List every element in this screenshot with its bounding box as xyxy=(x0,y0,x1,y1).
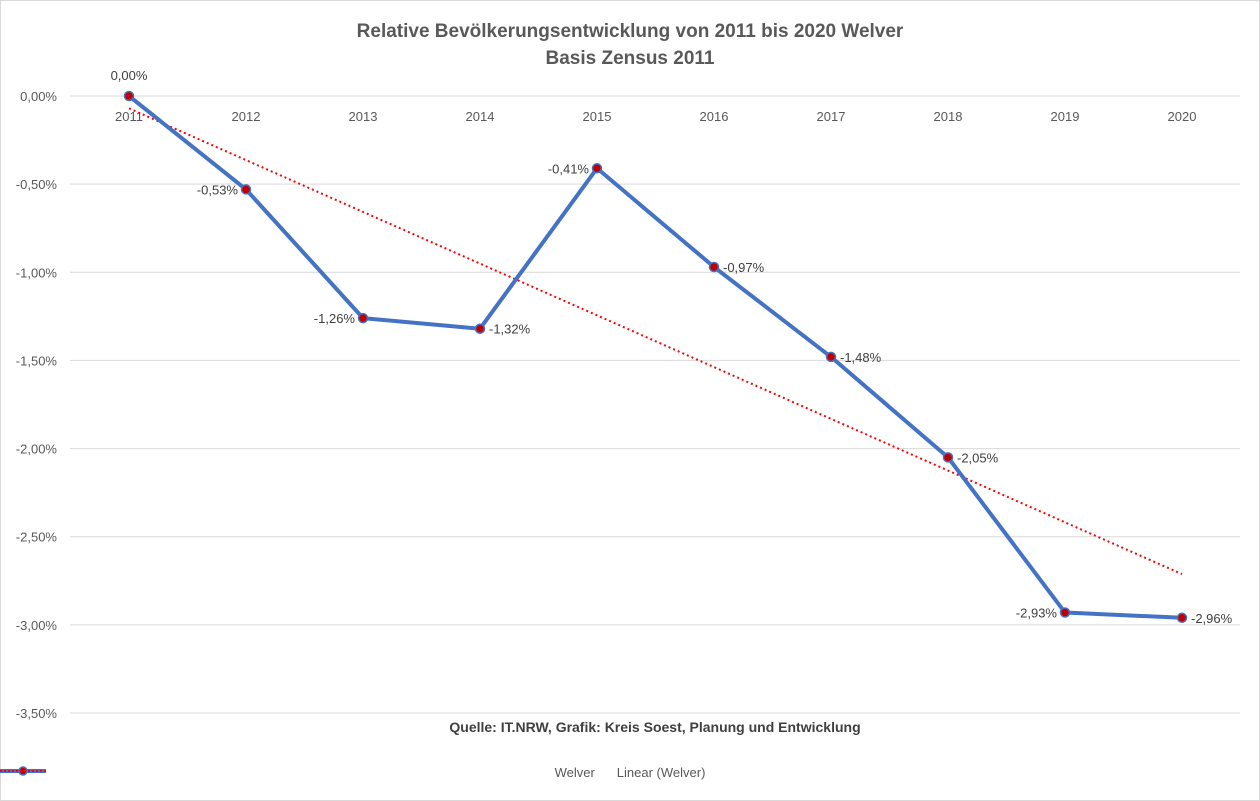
x-tick-label: 2016 xyxy=(700,109,729,124)
y-tick-label: -1,00% xyxy=(16,265,58,280)
chart-title: Relative Bevölkerungsentwicklung von 201… xyxy=(356,21,904,42)
y-tick-label: -0,50% xyxy=(16,177,58,192)
data-point xyxy=(591,163,603,174)
data-label: 0,00% xyxy=(111,68,148,83)
x-tick-label: 2019 xyxy=(1051,109,1080,124)
legend-label-welver: Welver xyxy=(554,765,595,780)
data-label: -1,26% xyxy=(314,311,356,326)
data-point xyxy=(1059,607,1071,618)
data-label: -0,53% xyxy=(197,182,239,197)
data-label: -2,96% xyxy=(1191,611,1233,626)
legend-marker-welver xyxy=(0,766,46,776)
data-label: -1,32% xyxy=(489,322,531,337)
y-tick-label: -1,50% xyxy=(16,353,58,368)
data-point xyxy=(708,261,720,273)
y-tick-label: -3,00% xyxy=(16,618,58,633)
data-point xyxy=(357,312,369,324)
legend-label-trend: Linear (Welver) xyxy=(616,765,706,780)
x-tick-label: 2014 xyxy=(466,109,495,124)
y-tick-label: -2,00% xyxy=(16,442,58,457)
y-tick-label: -2,50% xyxy=(16,530,58,545)
data-label: -1,48% xyxy=(840,350,882,365)
y-tick-label: -3,50% xyxy=(16,706,58,721)
legend-marker-trend xyxy=(0,770,46,772)
data-point xyxy=(1176,612,1188,624)
trendline xyxy=(128,107,1183,575)
legend-item-welver: Welver xyxy=(0,765,595,780)
x-tick-label: 2015 xyxy=(583,109,612,124)
data-label: -2,93% xyxy=(1016,606,1058,621)
source-note: Quelle: IT.NRW, Grafik: Kreis Soest, Pla… xyxy=(449,719,861,735)
data-label: -0,41% xyxy=(548,161,590,176)
x-tick-label: 2017 xyxy=(817,109,846,124)
x-tick-label: 2018 xyxy=(934,109,963,124)
data-point xyxy=(942,452,954,463)
x-tick-label: 2011 xyxy=(115,109,143,124)
data-label: -2,05% xyxy=(957,450,999,465)
legend: Welver Linear (Welver) xyxy=(0,765,1260,780)
x-tick-label: 2020 xyxy=(1168,109,1197,124)
x-tick-label: 2013 xyxy=(349,109,378,124)
data-point xyxy=(123,90,135,102)
data-point xyxy=(474,323,486,334)
data-label: -0,97% xyxy=(723,260,765,275)
data-point xyxy=(240,184,252,195)
data-point xyxy=(825,351,837,363)
chart-subtitle: Basis Zensus 2011 xyxy=(545,48,715,69)
series-line-welver xyxy=(127,94,1183,620)
legend-item-trend: Linear (Welver) xyxy=(0,765,706,780)
x-tick-label: 2012 xyxy=(232,109,261,124)
y-tick-label: 0,00% xyxy=(20,89,57,104)
